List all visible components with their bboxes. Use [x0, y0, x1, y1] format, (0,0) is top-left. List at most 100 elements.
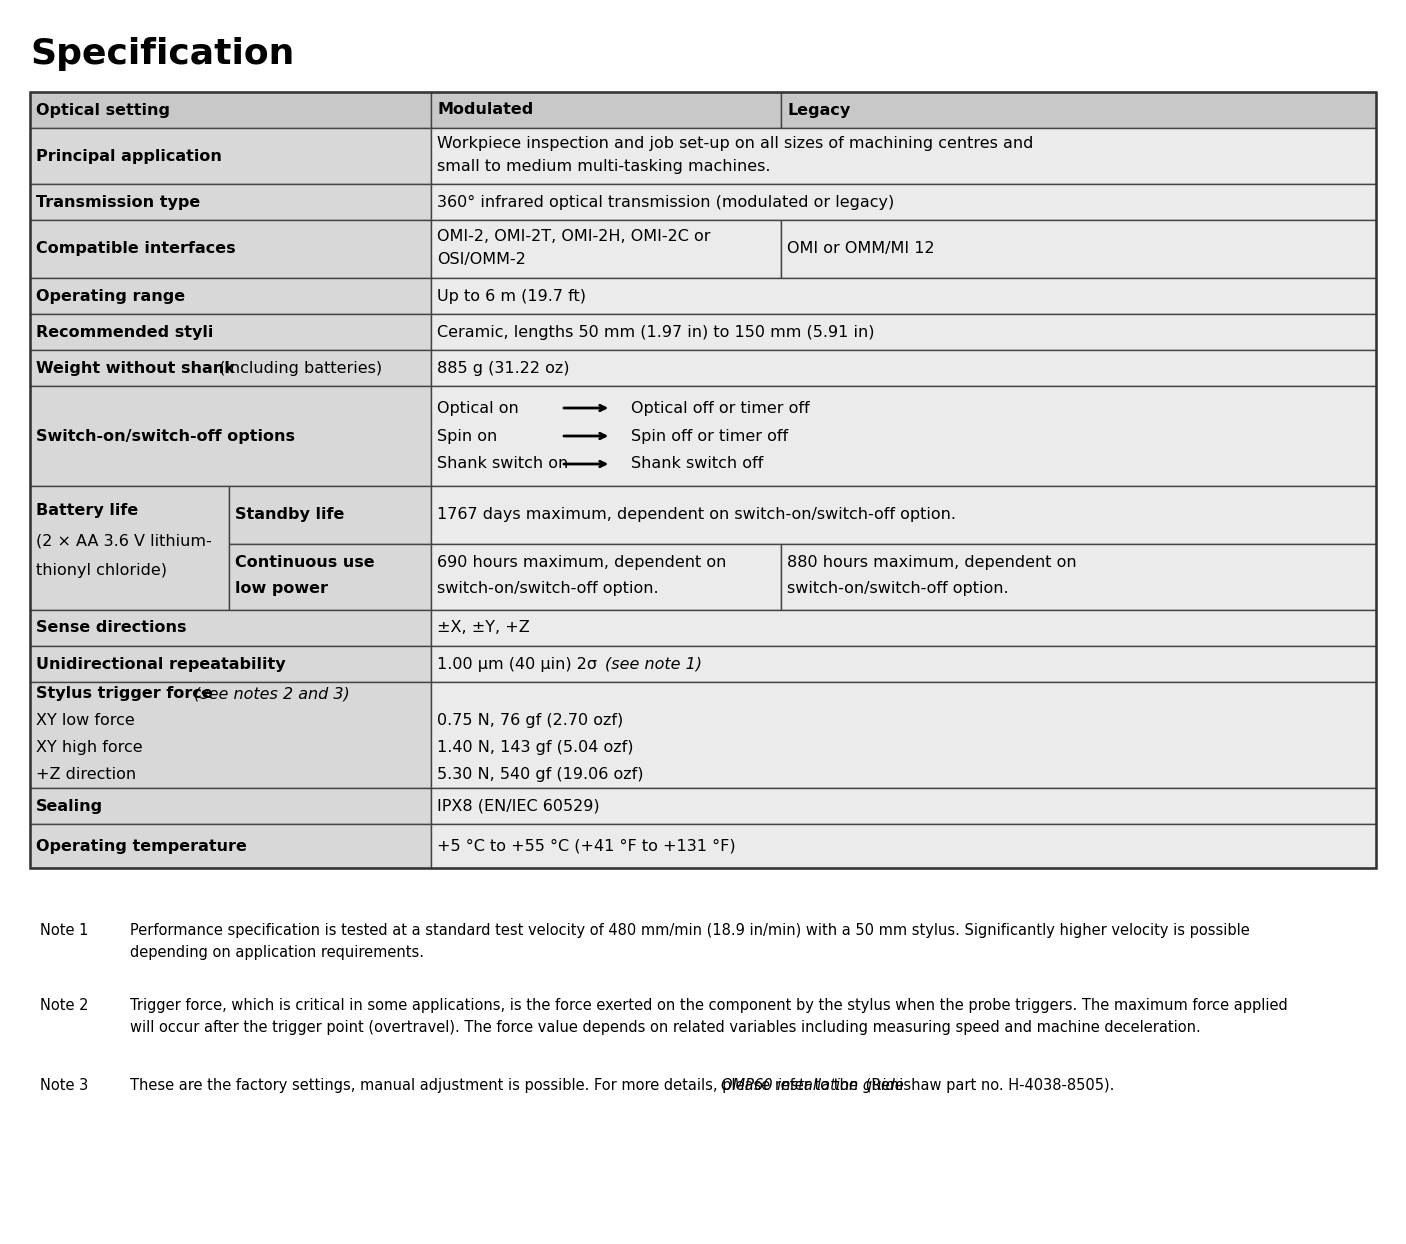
- Text: OMI or OMM/MI 12: OMI or OMM/MI 12: [787, 241, 935, 256]
- Text: Shank switch on: Shank switch on: [437, 457, 568, 471]
- Text: thionyl chloride): thionyl chloride): [37, 562, 167, 578]
- Bar: [432, 313, 1376, 350]
- Text: XY high force: XY high force: [37, 740, 142, 755]
- Text: XY low force: XY low force: [37, 713, 135, 728]
- Text: low power: low power: [235, 581, 328, 596]
- Text: Weight without shank: Weight without shank: [37, 361, 235, 376]
- Bar: [30, 128, 432, 184]
- Text: Modulated: Modulated: [437, 102, 533, 117]
- Text: Legacy: Legacy: [787, 102, 851, 117]
- Text: 1767 days maximum, dependent on switch-on/switch-off option.: 1767 days maximum, dependent on switch-o…: [437, 508, 956, 522]
- Text: Switch-on/switch-off options: Switch-on/switch-off options: [37, 428, 295, 444]
- Bar: [30, 610, 432, 646]
- Text: +Z direction: +Z direction: [37, 766, 136, 781]
- Text: (Renishaw part no. H-4038-8505).: (Renishaw part no. H-4038-8505).: [862, 1079, 1115, 1093]
- Text: 690 hours maximum, dependent on: 690 hours maximum, dependent on: [437, 555, 727, 570]
- Text: 880 hours maximum, dependent on: 880 hours maximum, dependent on: [787, 555, 1077, 570]
- Text: Note 3: Note 3: [39, 1079, 89, 1093]
- Text: Shank switch off: Shank switch off: [631, 457, 763, 471]
- Text: Optical setting: Optical setting: [37, 102, 170, 117]
- Text: 885 g (31.22 oz): 885 g (31.22 oz): [437, 361, 569, 376]
- Text: Continuous use: Continuous use: [235, 555, 375, 570]
- Bar: [30, 92, 1376, 868]
- Text: Spin on: Spin on: [437, 428, 498, 444]
- Text: OSI/OMM-2: OSI/OMM-2: [437, 253, 526, 267]
- Text: Up to 6 m (19.7 ft): Up to 6 m (19.7 ft): [437, 289, 586, 304]
- Text: (including batteries): (including batteries): [214, 361, 382, 376]
- Text: 1.40 N, 143 gf (5.04 ozf): 1.40 N, 143 gf (5.04 ozf): [437, 740, 634, 755]
- Bar: [432, 544, 782, 610]
- Text: Spin off or timer off: Spin off or timer off: [631, 428, 789, 444]
- Bar: [432, 184, 1376, 220]
- Text: 1.00 μm (40 μin) 2σ: 1.00 μm (40 μin) 2σ: [437, 657, 602, 672]
- Bar: [30, 313, 432, 350]
- Text: Recommended styli: Recommended styli: [37, 325, 214, 340]
- Text: Specification: Specification: [30, 37, 294, 71]
- Bar: [782, 544, 1376, 610]
- Text: +5 °C to +55 °C (+41 °F to +131 °F): +5 °C to +55 °C (+41 °F to +131 °F): [437, 838, 735, 853]
- Text: Operating temperature: Operating temperature: [37, 838, 247, 853]
- Bar: [432, 128, 1376, 184]
- Bar: [30, 277, 432, 313]
- Text: Compatible interfaces: Compatible interfaces: [37, 241, 236, 256]
- Bar: [432, 787, 1376, 824]
- Bar: [30, 682, 432, 787]
- Bar: [30, 824, 432, 868]
- Bar: [432, 277, 1376, 313]
- Text: Sense directions: Sense directions: [37, 621, 187, 636]
- Text: (see note 1): (see note 1): [605, 657, 702, 672]
- Text: (2 × AA 3.6 V lithium-: (2 × AA 3.6 V lithium-: [37, 534, 212, 549]
- Text: Battery life: Battery life: [37, 504, 138, 519]
- Text: Operating range: Operating range: [37, 289, 186, 304]
- Text: (see notes 2 and 3): (see notes 2 and 3): [194, 687, 350, 702]
- Bar: [30, 787, 432, 824]
- Bar: [229, 544, 432, 610]
- Text: Workpiece inspection and job set-up on all sizes of machining centres and: Workpiece inspection and job set-up on a…: [437, 136, 1033, 152]
- Bar: [782, 220, 1376, 277]
- Text: These are the factory settings, manual adjustment is possible. For more details,: These are the factory settings, manual a…: [129, 1079, 862, 1093]
- Text: Optical off or timer off: Optical off or timer off: [631, 401, 810, 415]
- Text: OMI-2, OMI-2T, OMI-2H, OMI-2C or: OMI-2, OMI-2T, OMI-2H, OMI-2C or: [437, 229, 710, 244]
- Bar: [30, 184, 432, 220]
- Text: Standby life: Standby life: [235, 508, 344, 522]
- Bar: [432, 610, 1376, 646]
- Bar: [432, 92, 782, 128]
- Bar: [432, 486, 1376, 544]
- Text: Sealing: Sealing: [37, 799, 103, 814]
- Text: Note 1: Note 1: [39, 923, 89, 938]
- Bar: [30, 386, 432, 486]
- Bar: [432, 682, 1376, 787]
- Bar: [30, 92, 432, 128]
- Text: OMP60 installation guide: OMP60 installation guide: [721, 1079, 904, 1093]
- Text: 360° infrared optical transmission (modulated or legacy): 360° infrared optical transmission (modu…: [437, 194, 894, 209]
- Text: IPX8 (EN/IEC 60529): IPX8 (EN/IEC 60529): [437, 799, 600, 814]
- Bar: [432, 824, 1376, 868]
- Text: will occur after the trigger point (overtravel). The force value depends on rela: will occur after the trigger point (over…: [129, 1020, 1201, 1035]
- Bar: [782, 92, 1376, 128]
- Text: Unidirectional repeatability: Unidirectional repeatability: [37, 657, 285, 672]
- Text: Principal application: Principal application: [37, 148, 222, 163]
- Text: 5.30 N, 540 gf (19.06 ozf): 5.30 N, 540 gf (19.06 ozf): [437, 766, 644, 781]
- Bar: [30, 350, 432, 386]
- Text: depending on application requirements.: depending on application requirements.: [129, 945, 425, 960]
- Bar: [432, 646, 1376, 682]
- Bar: [432, 386, 1376, 486]
- Text: Ceramic, lengths 50 mm (1.97 in) to 150 mm (5.91 in): Ceramic, lengths 50 mm (1.97 in) to 150 …: [437, 325, 875, 340]
- Text: small to medium multi-tasking machines.: small to medium multi-tasking machines.: [437, 158, 770, 174]
- Text: ±X, ±Y, +Z: ±X, ±Y, +Z: [437, 621, 530, 636]
- Text: Trigger force, which is critical in some applications, is the force exerted on t: Trigger force, which is critical in some…: [129, 998, 1288, 1013]
- Text: Transmission type: Transmission type: [37, 194, 200, 209]
- Bar: [229, 486, 432, 544]
- Text: 0.75 N, 76 gf (2.70 ozf): 0.75 N, 76 gf (2.70 ozf): [437, 713, 623, 728]
- Text: switch-on/switch-off option.: switch-on/switch-off option.: [787, 581, 1008, 596]
- Text: Stylus trigger force: Stylus trigger force: [37, 687, 218, 702]
- Text: switch-on/switch-off option.: switch-on/switch-off option.: [437, 581, 659, 596]
- Bar: [30, 646, 432, 682]
- Text: Optical on: Optical on: [437, 401, 519, 415]
- Bar: [432, 220, 782, 277]
- Bar: [432, 350, 1376, 386]
- Text: Note 2: Note 2: [39, 998, 89, 1013]
- Bar: [30, 486, 229, 610]
- Text: Performance specification is tested at a standard test velocity of 480 mm/min (1: Performance specification is tested at a…: [129, 923, 1250, 938]
- Bar: [30, 220, 432, 277]
